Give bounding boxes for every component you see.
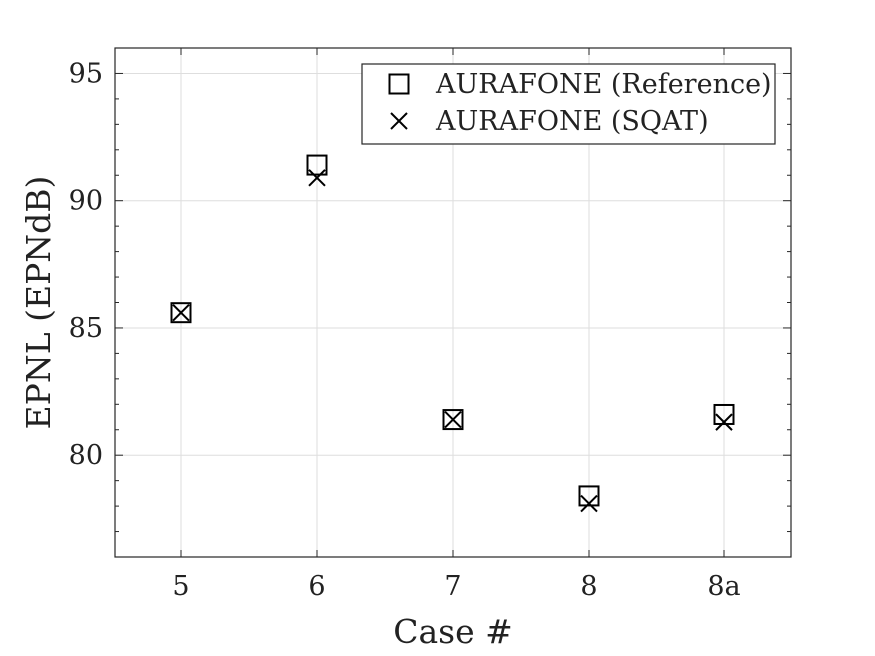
reference-point <box>170 302 192 324</box>
x-marker-stroke <box>444 410 462 429</box>
x-marker-stroke <box>580 494 598 513</box>
sqat-point <box>308 169 326 187</box>
y-tick-label: 85 <box>69 313 103 344</box>
x-marker-stroke <box>172 303 190 322</box>
x-tick-label: 8 <box>580 571 597 602</box>
x-marker-stroke <box>715 413 733 431</box>
reference-point <box>442 409 464 431</box>
y-tick-label: 90 <box>69 186 103 217</box>
plot-area-frame <box>114 47 792 558</box>
x-marker-stroke <box>308 169 326 187</box>
reference-point <box>713 403 735 425</box>
y-tick-label: 95 <box>69 58 103 89</box>
legend-entry-label: AURAFONE (Reference) <box>435 69 772 100</box>
legend-box <box>361 63 776 145</box>
sqat-point <box>715 413 733 431</box>
legend-x-marker <box>390 112 408 130</box>
x-marker-stroke <box>390 112 408 130</box>
legend-square-marker <box>388 73 410 95</box>
x-axis-label: Case # <box>393 612 513 651</box>
sqat-point <box>580 494 598 513</box>
legend: AURAFONE (Reference) AURAFONE (SQAT) <box>361 63 776 145</box>
tick-labels: 5 6 7 8 8a 80 85 90 95 <box>69 58 741 602</box>
reference-point <box>306 154 328 176</box>
x-tick-label: 6 <box>308 571 325 602</box>
sqat-point <box>444 410 462 429</box>
x-tick-label: 8a <box>707 571 740 602</box>
y-axis-label: EPNL (EPNdB) <box>19 176 58 430</box>
x-tick-label: 5 <box>172 571 189 602</box>
data-markers <box>170 154 735 513</box>
x-tick-label: 7 <box>444 571 461 602</box>
reference-point <box>578 485 600 507</box>
sqat-point <box>172 303 190 322</box>
legend-entry-label: AURAFONE (SQAT) <box>435 106 709 137</box>
y-tick-label: 80 <box>69 440 103 471</box>
